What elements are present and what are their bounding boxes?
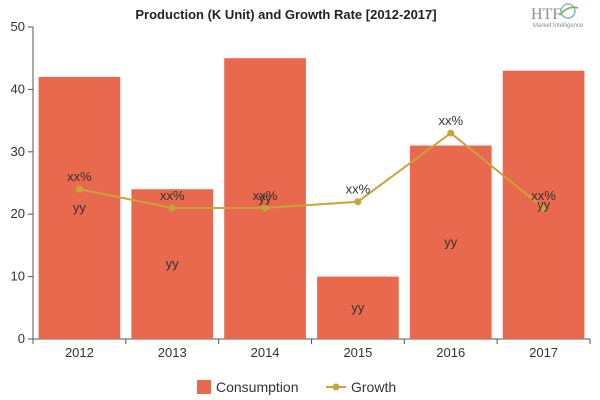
growth-point-2014[interactable] <box>261 204 269 212</box>
logo-brand: HTF <box>531 6 561 23</box>
y-ticks: 0 10 20 30 40 50 <box>11 19 33 346</box>
bar-data-label: yy <box>259 191 273 206</box>
x-tick-label: 2013 <box>158 345 187 360</box>
y-tick-label: 0 <box>18 331 25 346</box>
logo-globe-icon <box>560 3 576 19</box>
growth-data-label: xx% <box>253 188 278 203</box>
x-tick-label: 2017 <box>529 345 558 360</box>
legend-swatch-growth-marker <box>332 383 340 391</box>
legend-item-consumption[interactable]: Consumption <box>197 379 299 395</box>
htf-logo: HTF Market Intelligence <box>531 3 584 29</box>
y-tick-label: 20 <box>11 206 25 221</box>
growth-line <box>79 131 545 209</box>
growth-point-2013[interactable] <box>168 204 176 212</box>
bar-data-label: yy <box>537 197 551 212</box>
growth-data-label: xx% <box>346 182 371 197</box>
bar-data-label: yy <box>444 234 458 249</box>
growth-data-label: xx% <box>438 113 463 128</box>
x-tick-label: 2014 <box>251 345 280 360</box>
bar-consumption-2016[interactable] <box>409 145 492 339</box>
bar-consumption-2015[interactable] <box>317 276 399 339</box>
bar-data-label: yy <box>166 256 180 271</box>
bar-consumption-2013[interactable] <box>131 189 214 339</box>
bar-consumption-2014[interactable] <box>224 58 306 339</box>
x-ticks: 2012 2013 2014 2015 2016 2017 <box>32 339 591 360</box>
x-tick-label: 2015 <box>343 345 372 360</box>
y-tick-label: 50 <box>11 19 25 34</box>
logo-swoosh-icon <box>559 6 579 16</box>
bar-data-label: yy <box>351 300 365 315</box>
y-tick-label: 10 <box>11 269 25 284</box>
chart-title: Production (K Unit) and Growth Rate [201… <box>135 7 436 22</box>
y-tick-label: 40 <box>11 81 25 96</box>
growth-point-2016[interactable] <box>447 129 455 137</box>
logo-tagline: Market Intelligence <box>533 23 584 29</box>
legend-label-growth: Growth <box>351 379 396 395</box>
x-tick-label: 2012 <box>65 345 94 360</box>
legend-label-consumption: Consumption <box>216 379 299 395</box>
growth-point-2015[interactable] <box>354 198 362 206</box>
growth-point-2017[interactable] <box>540 204 548 212</box>
bars <box>38 58 585 340</box>
legend-item-growth[interactable]: Growth <box>326 379 396 395</box>
growth-line-series <box>75 129 548 212</box>
legend-swatch-consumption <box>197 380 211 394</box>
bar-data-label: yy <box>73 200 87 215</box>
growth-data-label: xx% <box>160 188 185 203</box>
growth-data-label: xx% <box>531 188 556 203</box>
y-tick-label: 30 <box>11 144 25 159</box>
growth-data-label: xx% <box>67 169 92 184</box>
legend: Consumption Growth <box>197 379 396 395</box>
x-tick-label: 2016 <box>436 345 465 360</box>
growth-point-2012[interactable] <box>75 185 83 193</box>
bar-consumption-2012[interactable] <box>38 76 121 340</box>
